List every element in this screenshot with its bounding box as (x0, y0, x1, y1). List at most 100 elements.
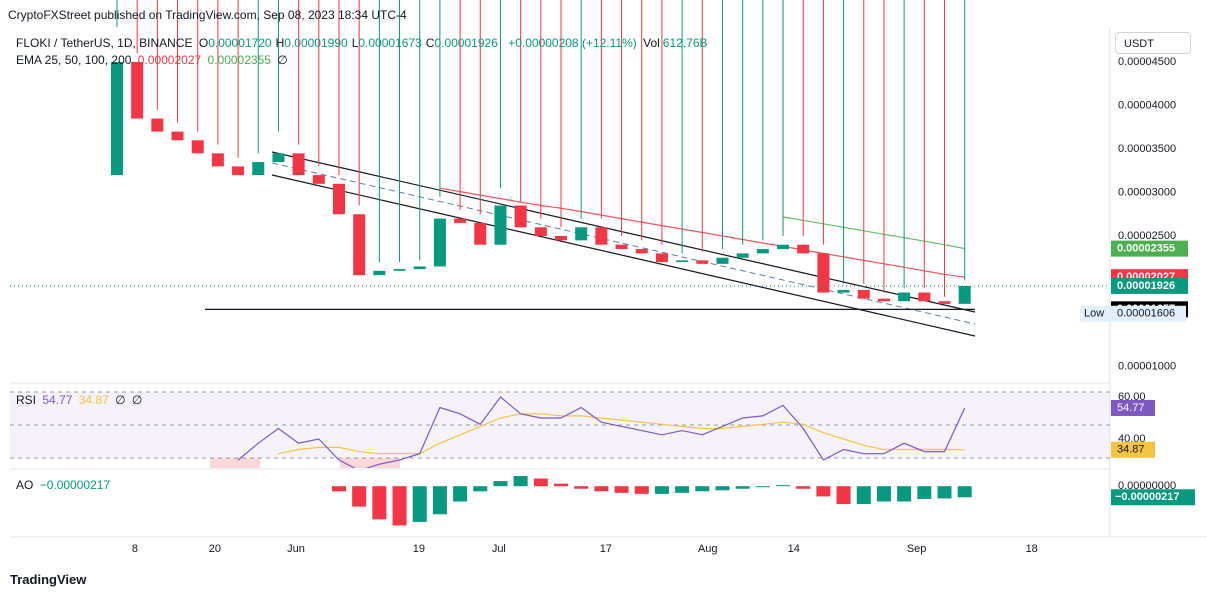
rsi-extra: ∅ (115, 393, 126, 407)
candle-body (373, 270, 386, 276)
candle-body (877, 298, 890, 302)
rsi-extra: ∅ (131, 393, 143, 407)
ao-bar (776, 485, 791, 487)
channel-upper (271, 151, 976, 313)
x-tick-label: Jul (492, 543, 506, 555)
x-tick-label: 14 (788, 543, 800, 555)
y-tick-label: 0.00002500 (1118, 230, 1176, 242)
ohlc-label: C (425, 36, 435, 50)
change: +0.00000208 (+12.11%) (508, 36, 637, 50)
candle-body (817, 253, 830, 293)
ohlc-value: 0.00001990 (284, 36, 348, 50)
symbol: FLOKI / TetherUS, 1D, BINANCE (16, 36, 193, 50)
rsi-oversold-fill (340, 458, 400, 468)
price-tag-label: 0.00002355 (1117, 243, 1175, 255)
rsi-lines (237, 396, 966, 468)
x-tick-label: Jun (287, 543, 305, 555)
currency-button[interactable]: USDT (1115, 32, 1191, 54)
rsi-tag-label: 54.77 (1117, 402, 1145, 414)
candle-body (171, 131, 184, 141)
candle-body (211, 153, 224, 167)
price-tag-label: 0.00001926 (1117, 280, 1175, 292)
candle-body (797, 244, 810, 254)
candle-body (716, 257, 729, 264)
ao-bar (634, 486, 649, 494)
ohlc-label: L (351, 36, 359, 50)
ao-bar (473, 486, 488, 492)
ema-value: 0.00002027 (137, 53, 202, 67)
channel-mid (271, 162, 976, 325)
candle-body (292, 153, 305, 176)
ohlc-value: 0.00001673 (358, 36, 422, 50)
candle-body (857, 289, 870, 299)
ohlc-label: O (198, 36, 209, 50)
ao-bar (735, 486, 750, 489)
volume: 612.76B (662, 36, 708, 50)
candle-body (655, 253, 668, 263)
candle-body (433, 218, 446, 267)
candle-body (736, 253, 749, 258)
ao-bar (695, 486, 710, 492)
ao-bar (937, 486, 952, 499)
ao-legend: AO −0.00000217 (16, 478, 113, 492)
ao-bar (453, 486, 468, 502)
candle-body (575, 227, 588, 241)
ao-bar (372, 486, 387, 520)
candle-body (534, 227, 547, 236)
ao-bar (876, 486, 891, 502)
ao-bar (836, 486, 851, 505)
y-tick-label: 0.00000000 (1118, 480, 1176, 492)
ema-value: ∅ (277, 53, 288, 67)
volume-label: Vol (643, 36, 660, 50)
candle-body (958, 285, 971, 304)
rsi-tag (1111, 399, 1155, 416)
low-tag (1080, 305, 1186, 322)
candle-body (252, 162, 265, 176)
ao-bar (856, 486, 871, 505)
rsi-band (10, 392, 1110, 458)
brand: TradingView (10, 572, 87, 587)
y-tick-label: 60.00 (1118, 391, 1146, 403)
rsi-value: 54.77 (42, 393, 73, 407)
candle-body (938, 301, 951, 304)
rsi-tag (1111, 441, 1155, 458)
candle-body (676, 260, 689, 263)
candle-body (393, 269, 406, 271)
ao-bar (675, 486, 690, 493)
ao-tag-label: −0.00000217 (1115, 491, 1180, 503)
candle-body (474, 222, 487, 245)
ema: EMA 25, 50, 100, 200 (16, 53, 132, 67)
y-tick-label: 0.00004000 (1118, 99, 1176, 111)
ao-bar (513, 476, 528, 487)
ao-bar (594, 486, 609, 492)
candle-body (555, 236, 568, 241)
ao-bar (574, 486, 589, 489)
rsi-oversold-fill (210, 458, 260, 468)
x-tick-label: 8 (132, 543, 138, 555)
candle-body (898, 292, 911, 302)
ao-bar (755, 486, 770, 488)
ao-bar (412, 486, 427, 522)
candle-body (837, 289, 850, 293)
rsi-ma-value: 34.87 (78, 393, 109, 407)
ohlc-value: 0.00001926 (434, 36, 498, 50)
candle-body (756, 249, 769, 254)
ao-bar (654, 486, 669, 494)
candle-body (595, 227, 608, 245)
y-tick-label: 0.00001000 (1118, 360, 1176, 372)
rsi-title: RSI (16, 393, 37, 407)
candle-body (131, 62, 144, 119)
candle-body (413, 266, 426, 270)
candle-body (232, 166, 245, 176)
candle-body (353, 214, 366, 276)
price-tag (1111, 240, 1188, 257)
series-line (782, 216, 965, 250)
candle-body (696, 260, 709, 264)
candle-body (514, 205, 527, 228)
y-tick-label: 0.00003000 (1118, 186, 1176, 198)
x-tick-label: 18 (1026, 543, 1038, 555)
x-tick-label: 17 (600, 543, 612, 555)
candle-body (615, 244, 628, 250)
ema-value: 0.00002355 (207, 53, 271, 67)
